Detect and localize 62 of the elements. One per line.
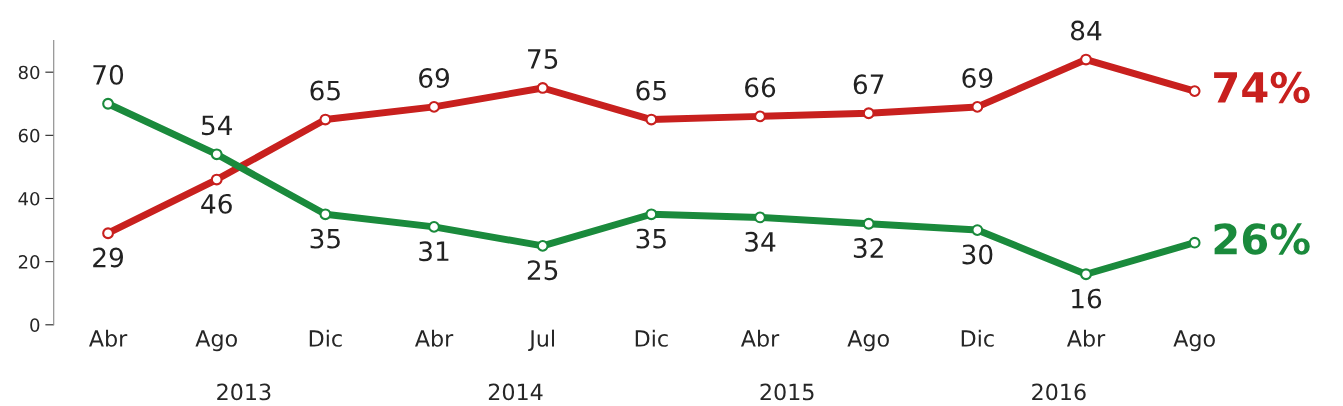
y-tick-label: 20 — [18, 255, 40, 269]
data-label: 35 — [310, 228, 340, 249]
data-label: 65 — [310, 80, 340, 101]
data-label: 29 — [93, 247, 123, 268]
data-label: 26% — [1214, 223, 1310, 255]
x-tick-label: Abr — [1066, 329, 1106, 347]
point — [536, 82, 549, 94]
point — [754, 211, 766, 224]
data-label: 84 — [1071, 20, 1102, 41]
point — [319, 208, 332, 221]
x-tick-label: Dic — [635, 329, 668, 347]
data-label: 67 — [853, 74, 884, 95]
y-tick-label: 80 — [18, 65, 40, 80]
y-tick-label: 40 — [18, 191, 40, 206]
x-tick-label: Ago — [195, 330, 237, 352]
text: 2015 — [760, 383, 814, 401]
x-tick-label: Abr — [740, 329, 780, 347]
data-label: 16 — [1072, 288, 1102, 309]
x-tick-label: Ago — [1173, 330, 1215, 352]
data-label: 66 — [745, 77, 776, 98]
point — [645, 113, 658, 126]
data-label: 46 — [201, 193, 232, 214]
point — [862, 107, 875, 120]
point — [428, 101, 440, 113]
point — [102, 227, 114, 240]
data-label: 34 — [745, 231, 776, 252]
point — [102, 97, 114, 110]
x-tick-label: Dic — [961, 329, 994, 347]
x-tick-label: Abr — [414, 329, 454, 347]
point — [1188, 236, 1201, 249]
data-label: 75 — [528, 49, 558, 69]
x-tick-label: Ago — [847, 330, 889, 352]
point — [971, 224, 984, 236]
data-label: 69 — [962, 67, 993, 88]
point — [754, 110, 766, 123]
data-label: 25 — [527, 260, 558, 281]
text: 2013 — [217, 383, 271, 401]
point — [210, 173, 223, 186]
x-tick-label: Jul — [528, 329, 555, 351]
x-tick-label: Dic — [309, 329, 342, 347]
data-label: 70 — [93, 64, 124, 85]
y-tick-label: 0 — [30, 318, 40, 332]
y-tick-label: 60 — [18, 128, 40, 143]
text: 2014 — [488, 383, 543, 401]
point — [210, 148, 223, 161]
point — [319, 113, 332, 126]
x-tick-label: Abr — [89, 329, 128, 347]
point — [536, 239, 549, 252]
data-label: 31 — [419, 241, 449, 262]
point — [1080, 268, 1092, 281]
data-label: 30 — [962, 244, 993, 265]
data-label: 54 — [201, 115, 233, 136]
point — [1080, 53, 1092, 66]
data-label: 69 — [419, 67, 449, 88]
point — [428, 221, 440, 233]
data-label: 74% — [1214, 71, 1310, 104]
data-label: 32 — [853, 238, 883, 259]
text: 2016 — [1032, 383, 1086, 401]
data-label: 65 — [636, 80, 666, 101]
data-label: 35 — [636, 228, 666, 249]
point — [1188, 85, 1201, 98]
point — [971, 101, 984, 113]
